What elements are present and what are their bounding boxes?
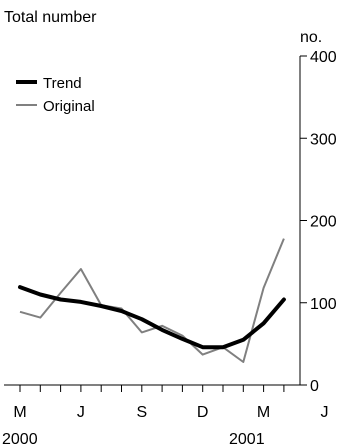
x-tick-label: M: [257, 404, 270, 421]
y-tick-label: 400: [310, 49, 337, 66]
series-trend-line: [18, 285, 286, 350]
legend-trend-label: Trend: [43, 75, 82, 92]
year-label-2001: 2001: [229, 431, 265, 448]
y-tick-label: 200: [310, 214, 337, 231]
x-tick-label: M: [13, 404, 26, 421]
y-axis-unit-label: no.: [300, 29, 322, 46]
year-label-2000: 2000: [2, 431, 38, 448]
y-tick-label: 0: [310, 378, 319, 395]
legend: Trend Original: [16, 75, 95, 115]
series-original-line: [19, 238, 285, 363]
x-tick-label: J: [321, 404, 329, 421]
x-tick-label: J: [77, 404, 85, 421]
x-tick-label: D: [197, 404, 209, 421]
x-tick-label: S: [136, 404, 147, 421]
y-axis-ticks: 0 100 200 300 400: [300, 49, 337, 395]
legend-original-label: Original: [43, 98, 95, 115]
y-tick-label: 100: [310, 296, 337, 313]
chart-title: Total number: [4, 9, 97, 26]
y-tick-label: 300: [310, 131, 337, 148]
